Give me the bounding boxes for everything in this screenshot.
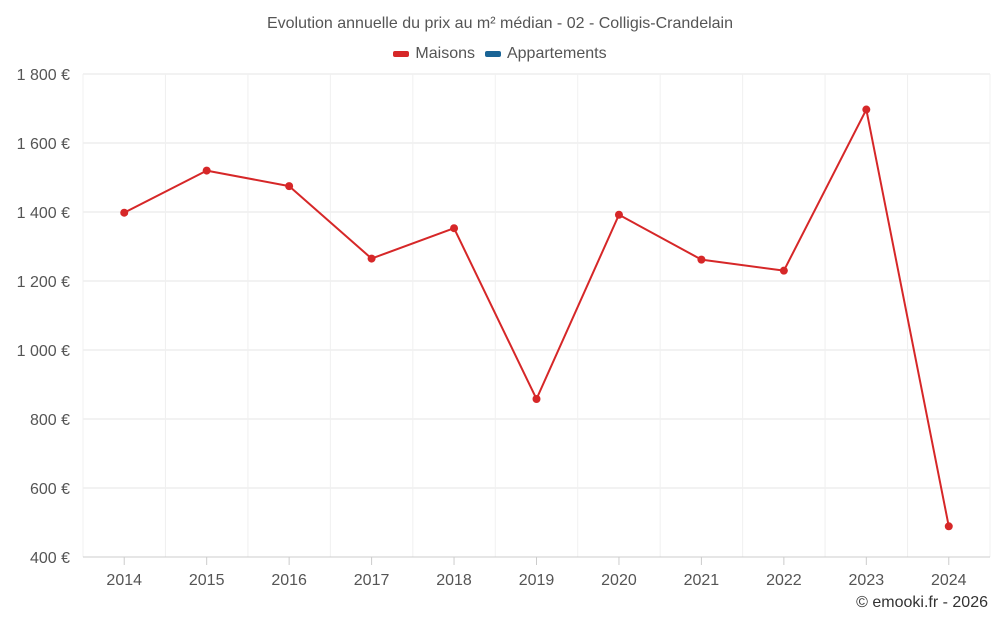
- x-tick-label: 2015: [189, 572, 225, 589]
- legend-item-maisons[interactable]: Maisons: [393, 45, 475, 63]
- x-tick-label: 2021: [684, 572, 720, 589]
- data-point-maisons: [120, 208, 129, 217]
- x-tick-label: 2022: [766, 572, 802, 589]
- x-tick-label: 2023: [849, 572, 885, 589]
- y-tick-label: 400 €: [30, 550, 70, 567]
- legend-swatch-maisons: [393, 51, 410, 57]
- legend: Maisons Appartements: [0, 45, 1000, 63]
- legend-swatch-appartements: [484, 51, 501, 57]
- x-tick-label: 2019: [519, 572, 555, 589]
- data-point-maisons: [697, 255, 706, 264]
- y-tick-label: 1 600 €: [17, 136, 70, 153]
- data-point-maisons: [944, 522, 953, 531]
- data-point-maisons: [285, 182, 294, 191]
- x-tick-label: 2016: [271, 572, 307, 589]
- x-tick-label: 2018: [436, 572, 472, 589]
- y-tick-label: 800 €: [30, 412, 70, 429]
- y-tick-label: 1 000 €: [17, 343, 70, 360]
- data-point-maisons: [779, 266, 788, 275]
- y-tick-label: 1 400 €: [17, 205, 70, 222]
- data-point-maisons: [862, 105, 871, 114]
- legend-label-appartements: Appartements: [506, 45, 607, 62]
- chart-title: Evolution annuelle du prix au m² médian …: [266, 15, 733, 32]
- legend-label-maisons: Maisons: [415, 45, 475, 62]
- data-point-maisons: [450, 224, 459, 233]
- data-point-maisons: [532, 394, 541, 403]
- y-tick-label: 1 200 €: [17, 274, 70, 291]
- x-tick-label: 2024: [931, 572, 967, 589]
- credit-text: © emooki.fr - 2026: [856, 594, 988, 611]
- data-point-maisons: [367, 254, 376, 263]
- legend-item-appartements[interactable]: Appartements: [484, 45, 607, 63]
- y-tick-label: 1 800 €: [17, 67, 70, 84]
- x-tick-label: 2017: [354, 572, 390, 589]
- y-tick-label: 600 €: [30, 481, 70, 498]
- data-point-maisons: [202, 166, 211, 175]
- x-tick-label: 2020: [601, 572, 637, 589]
- data-point-maisons: [614, 210, 623, 219]
- x-tick-label: 2014: [106, 572, 142, 589]
